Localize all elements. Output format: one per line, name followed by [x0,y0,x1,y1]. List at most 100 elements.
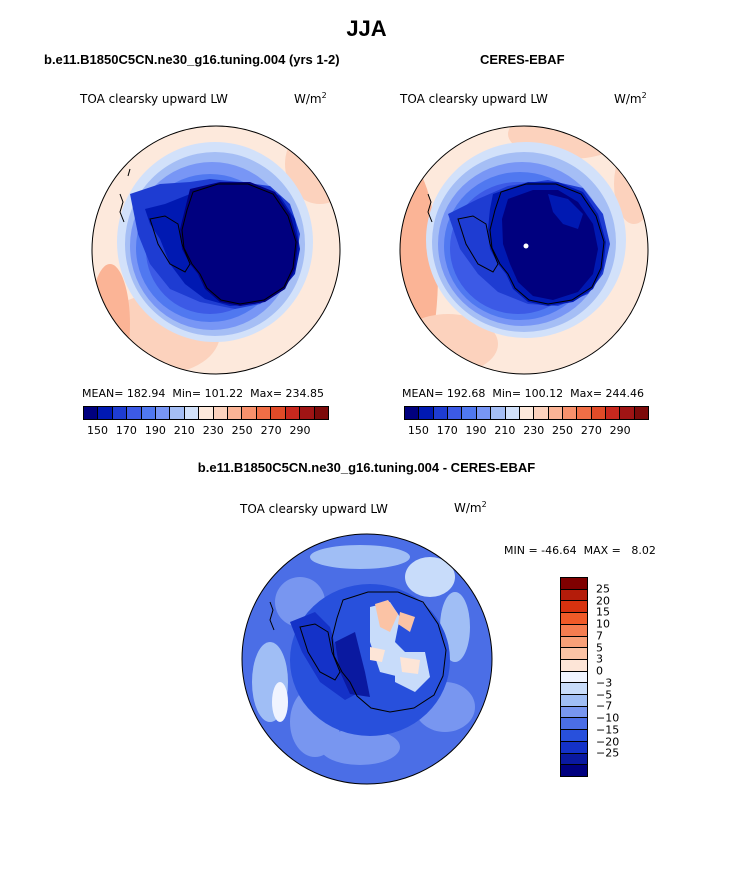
colorbar-tick-label: 5 [596,641,603,655]
colorbar-swatch [199,407,214,419]
colorbar-tick-label: 170 [115,424,137,437]
colorbar-swatch [562,407,578,419]
colorbar-tick-label: −10 [596,711,620,725]
colorbar-tick-label: −3 [596,676,613,690]
colorbar-swatch [156,407,171,419]
model-stats: MEAN= 182.94 Min= 101.22 Max= 234.85 [82,387,325,400]
colorbar-swatch [561,671,587,684]
colorbar-tick-label: −7 [596,699,613,713]
colorbar-swatch [314,407,328,419]
diff-panel-title: b.e11.B1850C5CN.ne30_g16.tuning.004 - CE… [197,460,536,475]
colorbar-swatch [620,407,635,419]
colorbar-tick-label: −15 [596,723,620,737]
obs-polar-map [399,125,649,375]
obs-units-label: W/m2 [614,91,647,106]
colorbar-tick-label: 0 [596,664,603,678]
colorbar-swatch [561,765,587,776]
colorbar-tick-label: 3 [596,652,603,666]
colorbar-tick-label: 250 [231,424,253,437]
colorbar-swatch [213,407,229,419]
obs-panel-title: CERES-EBAF [480,52,565,67]
colorbar-swatch [606,407,621,419]
colorbar-tick-label: 210 [173,424,195,437]
colorbar-tick-label: 190 [144,424,166,437]
colorbar-tick-label: −20 [596,735,620,749]
colorbar-tick-label: 7 [596,629,603,643]
colorbar-swatch [505,407,520,419]
colorbar-tick-label: −25 [596,746,620,760]
model-polar-map [91,125,341,375]
diff-stats: MIN = -46.64 MAX = 8.02 [504,544,656,557]
model-panel-title: b.e11.B1850C5CN.ne30_g16.tuning.004 (yrs… [44,52,340,67]
colorbar-swatch [242,407,257,419]
colorbar-tick-label: 250 [552,424,574,437]
model-colorbar-ticks: 150 170 190 210 230 250 270 290 [83,424,329,438]
colorbar-swatch [462,407,477,419]
model-colorbar [83,406,329,420]
page-title: JJA [346,16,387,41]
colorbar-swatch [405,407,420,419]
colorbar-swatch [561,659,587,672]
colorbar-tick-label: −5 [596,688,613,702]
colorbar-tick-label: 290 [609,424,631,437]
colorbar-swatch [561,706,587,719]
colorbar-swatch [561,589,587,602]
colorbar-swatch [561,648,587,660]
colorbar-tick-label: 270 [580,424,602,437]
colorbar-swatch [271,407,286,419]
colorbar-swatch [256,407,272,419]
colorbar-tick-label: 150 [407,424,429,437]
colorbar-tick-label: 150 [86,424,108,437]
colorbar-swatch [300,407,315,419]
colorbar-swatch [534,407,549,419]
colorbar-swatch [561,695,587,707]
colorbar-swatch [561,741,587,754]
obs-colorbar [404,406,649,420]
colorbar-swatch [127,407,142,419]
colorbar-swatch [548,407,563,419]
colorbar-swatch [577,407,592,419]
diff-units-label: W/m2 [454,500,487,515]
colorbar-swatch [433,407,449,419]
colorbar-swatch [561,718,587,731]
colorbar-swatch [561,613,587,625]
colorbar-swatch [591,407,607,419]
colorbar-swatch [561,601,587,614]
colorbar-tick-label: 210 [494,424,516,437]
colorbar-swatch [561,624,587,637]
colorbar-swatch [98,407,113,419]
colorbar-swatch [419,407,434,419]
colorbar-swatch [561,753,587,766]
colorbar-tick-label: 290 [289,424,311,437]
colorbar-tick-label: 10 [596,617,610,631]
colorbar-swatch [476,407,492,419]
colorbar-tick-label: 170 [436,424,458,437]
obs-colorbar-ticks: 150 170 190 210 230 250 270 290 [404,424,649,438]
obs-stats: MEAN= 192.68 Min= 100.12 Max= 244.46 [402,387,645,400]
colorbar-swatch [491,407,506,419]
colorbar-swatch [561,636,587,649]
colorbar-tick-label: 20 [596,594,610,608]
colorbar-swatch [519,407,535,419]
colorbar-swatch [170,407,185,419]
colorbar-swatch [112,407,128,419]
colorbar-tick-label: 270 [260,424,282,437]
diff-variable-label: TOA clearsky upward LW [240,502,388,516]
colorbar-tick-label: 230 [202,424,224,437]
colorbar-swatch [228,407,243,419]
colorbar-swatch [184,407,200,419]
diff-polar-map [241,533,493,785]
colorbar-tick-label: 190 [465,424,487,437]
colorbar-swatch [84,407,99,419]
colorbar-swatch [285,407,301,419]
model-units-label: W/m2 [294,91,327,106]
obs-variable-label: TOA clearsky upward LW [400,92,548,106]
diff-colorbar [560,577,588,777]
model-variable-label: TOA clearsky upward LW [80,92,228,106]
colorbar-tick-label: 25 [596,582,610,596]
colorbar-swatch [561,578,587,590]
colorbar-tick-label: 15 [596,605,610,619]
colorbar-swatch [448,407,463,419]
diff-colorbar-ticks: 25 20 15 10 7 5 3 0 −3 −5 −7 −10 −15 −20 −25 [596,577,636,777]
colorbar-swatch [561,683,587,696]
